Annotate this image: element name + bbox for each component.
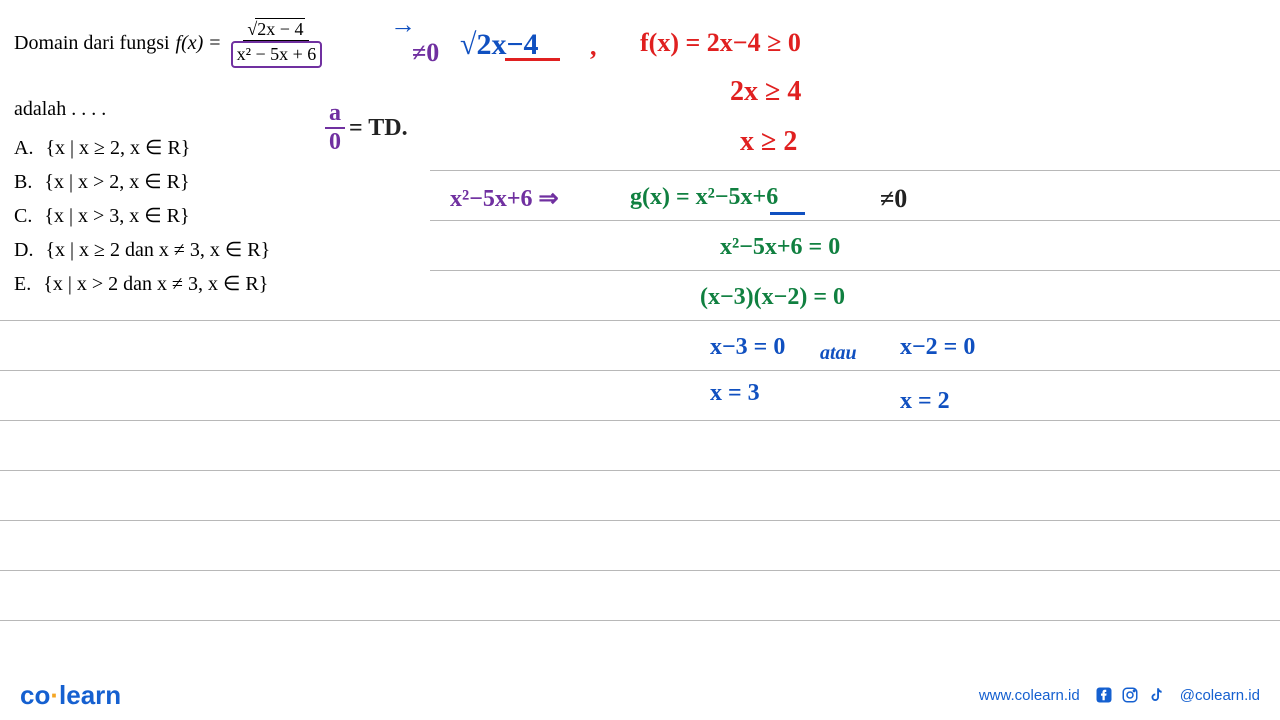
footer-bar: co·learn www.colearn.id @colearn.id	[0, 670, 1280, 720]
option-a: A.{x | x ≥ 2, x ∈ R}	[14, 131, 326, 165]
option-e: E.{x | x > 2 dan x ≠ 3, x ∈ R}	[14, 267, 326, 301]
ruled-line	[0, 320, 1280, 321]
note-sqrt-expr: √2x−4	[460, 28, 539, 62]
ruled-line	[0, 470, 1280, 471]
note-comma: ,	[590, 32, 597, 62]
note-root2a: x = 3	[710, 380, 760, 407]
ruled-line-partial	[430, 270, 1280, 271]
note-step2: 2x ≥ 4	[730, 76, 801, 108]
note-root2b: x = 2	[900, 388, 950, 415]
note-atau: atau	[820, 342, 857, 365]
note-root1a: x−3 = 0	[710, 334, 785, 361]
footer-handle[interactable]: @colearn.id	[1180, 687, 1260, 704]
question-prefix: Domain dari fungsi	[14, 32, 170, 55]
note-fx-inequality: f(x) = 2x−4 ≥ 0	[640, 28, 801, 58]
underline-red	[505, 58, 560, 61]
question-suffix: adalah . . . .	[14, 98, 326, 121]
ruled-line	[0, 570, 1280, 571]
arrow-icon: →	[390, 10, 416, 40]
ruled-line	[0, 520, 1280, 521]
option-b: B.{x | x > 2, x ∈ R}	[14, 165, 326, 199]
note-g-left: x²−5x+6 ⇒	[450, 184, 559, 213]
option-d: D.{x | x ≥ 2 dan x ≠ 3, x ∈ R}	[14, 233, 326, 267]
ruled-line	[0, 420, 1280, 421]
fraction: 2x − 4 x² − 5x + 6	[227, 18, 327, 68]
note-eq-line: x²−5x+6 = 0	[720, 234, 840, 261]
logo-co: co	[20, 680, 50, 710]
note-g-neq: ≠0	[880, 184, 907, 214]
note-root1b: x−2 = 0	[900, 334, 975, 361]
ruled-line-partial	[430, 170, 1280, 171]
options-list: A.{x | x ≥ 2, x ∈ R} B.{x | x > 2, x ∈ R…	[14, 131, 326, 301]
social-icons	[1094, 685, 1166, 705]
ruled-line-partial	[430, 220, 1280, 221]
denominator-boxed: x² − 5x + 6	[231, 41, 323, 68]
note-td: a 0 = TD.	[325, 100, 408, 156]
logo-dot: ·	[50, 680, 59, 710]
footer-url[interactable]: www.colearn.id	[979, 687, 1080, 704]
note-neq-zero: ≠0	[412, 38, 439, 68]
option-c: C.{x | x > 3, x ∈ R}	[14, 199, 326, 233]
note-g-right: g(x) = x²−5x+6	[630, 184, 778, 211]
numerator: 2x − 4	[255, 18, 305, 40]
question-text: Domain dari fungsi f(x) = 2x − 4 x² − 5x…	[14, 18, 326, 301]
underline-blue	[770, 212, 805, 215]
note-step3: x ≥ 2	[740, 126, 797, 158]
facebook-icon[interactable]	[1094, 685, 1114, 705]
function-label: f(x)	[176, 32, 204, 55]
note-factor: (x−3)(x−2) = 0	[700, 284, 845, 311]
instagram-icon[interactable]	[1120, 685, 1140, 705]
ruled-line	[0, 370, 1280, 371]
equals-sign: =	[209, 32, 220, 55]
tiktok-icon[interactable]	[1146, 685, 1166, 705]
logo-learn: learn	[59, 680, 121, 710]
ruled-line	[0, 620, 1280, 621]
logo: co·learn	[20, 680, 121, 711]
